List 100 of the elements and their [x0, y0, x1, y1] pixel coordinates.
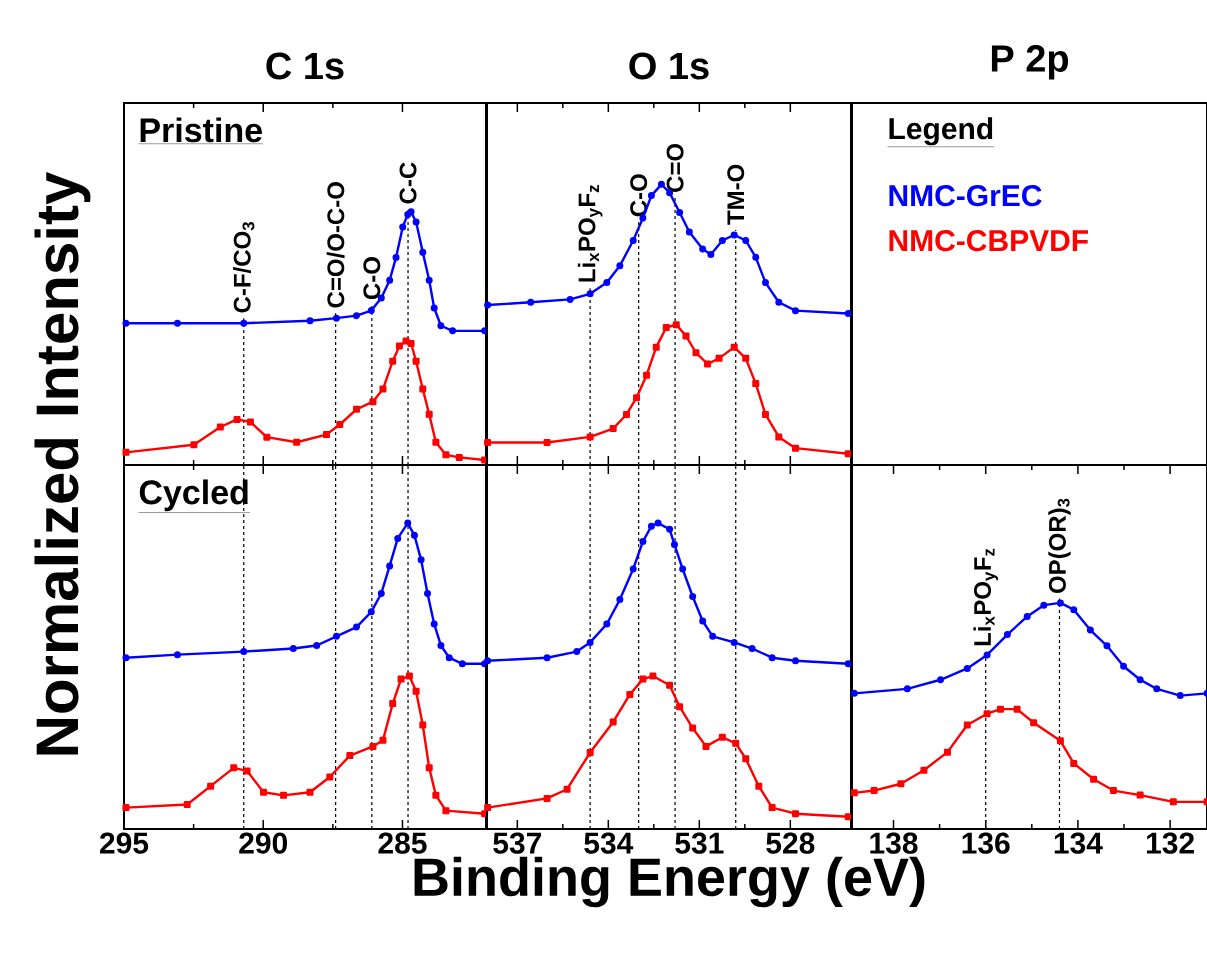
- x-tick-label: 290: [239, 832, 288, 854]
- point: [761, 279, 769, 287]
- point: [761, 410, 769, 418]
- point: [647, 522, 655, 530]
- x-tick-label: 285: [378, 832, 427, 854]
- point: [484, 439, 492, 447]
- point: [1040, 601, 1048, 609]
- ref-line-label: OP(OR)$_{3}$: [1048, 498, 1071, 594]
- point: [672, 321, 680, 329]
- x-tick-label: 136: [962, 832, 1010, 854]
- point: [353, 405, 361, 413]
- point: [844, 450, 852, 458]
- point: [623, 410, 631, 418]
- point: [379, 736, 387, 744]
- point: [662, 323, 670, 331]
- point: [897, 780, 905, 788]
- point: [458, 660, 466, 668]
- point: [699, 617, 707, 625]
- point: [389, 357, 397, 365]
- point: [639, 675, 647, 683]
- point: [844, 309, 852, 317]
- point: [336, 420, 344, 428]
- point: [718, 733, 726, 741]
- point: [419, 248, 427, 256]
- point: [791, 307, 799, 315]
- point: [647, 192, 655, 200]
- point: [240, 648, 248, 656]
- point: [425, 764, 433, 772]
- point: [481, 327, 489, 335]
- point: [543, 794, 551, 802]
- point: [702, 742, 710, 750]
- point: [1056, 599, 1064, 607]
- point: [394, 534, 402, 542]
- x-tick-label: 534: [584, 832, 634, 854]
- point: [122, 654, 130, 662]
- point: [260, 788, 268, 796]
- point: [405, 672, 413, 680]
- ref-line-label: C-F/CO$_{3}$: [233, 222, 255, 313]
- point: [1120, 662, 1128, 670]
- point: [844, 660, 852, 668]
- text: NMC-CBPVDF: [889, 230, 1089, 252]
- point: [603, 279, 611, 287]
- point: [963, 664, 971, 672]
- x-tick-label: 531: [675, 832, 724, 854]
- point: [410, 531, 418, 539]
- point: [289, 645, 297, 653]
- point: [306, 317, 314, 325]
- point: [425, 276, 433, 284]
- point: [666, 681, 674, 689]
- point: [654, 519, 662, 527]
- point: [742, 236, 750, 244]
- point: [573, 648, 581, 656]
- point: [629, 236, 637, 244]
- x-tick-label: 134: [1054, 832, 1103, 854]
- point: [1070, 606, 1078, 614]
- point: [844, 813, 852, 821]
- point: [263, 433, 271, 441]
- point: [332, 314, 340, 322]
- ref-line-label: C=O/O-C-O: [326, 182, 345, 308]
- point: [718, 236, 726, 244]
- point: [1153, 685, 1161, 693]
- point: [437, 322, 445, 330]
- point: [715, 354, 723, 362]
- point: [643, 371, 651, 379]
- ref-line-label: Li$_{x}$PO$_{y}$F$_{z}$: [973, 548, 999, 646]
- point: [326, 773, 334, 781]
- point: [293, 438, 301, 446]
- point: [449, 327, 457, 335]
- point: [704, 360, 712, 368]
- point: [1056, 737, 1064, 745]
- point: [432, 438, 440, 446]
- point: [768, 654, 776, 662]
- point: [775, 433, 783, 441]
- point: [442, 451, 450, 459]
- point: [1103, 642, 1111, 650]
- point: [395, 342, 403, 350]
- point: [367, 307, 375, 315]
- y-axis-title: Normalized Intensity: [34, 171, 91, 755]
- text: Cycled: [139, 479, 248, 512]
- point: [1136, 791, 1144, 799]
- point: [419, 385, 427, 393]
- point: [1030, 719, 1038, 727]
- point: [850, 689, 858, 697]
- point: [353, 312, 361, 320]
- point: [616, 262, 624, 270]
- point: [657, 180, 665, 188]
- point: [402, 337, 410, 345]
- point: [543, 654, 551, 662]
- point: [639, 537, 647, 545]
- point: [586, 749, 594, 757]
- point: [692, 349, 700, 357]
- point: [1023, 612, 1031, 620]
- point: [983, 651, 991, 659]
- point: [430, 620, 438, 628]
- point: [412, 357, 420, 365]
- point: [652, 343, 660, 351]
- point: [1176, 692, 1184, 700]
- point: [419, 721, 427, 729]
- point: [173, 651, 181, 659]
- ref-line-label: C-C: [399, 162, 417, 204]
